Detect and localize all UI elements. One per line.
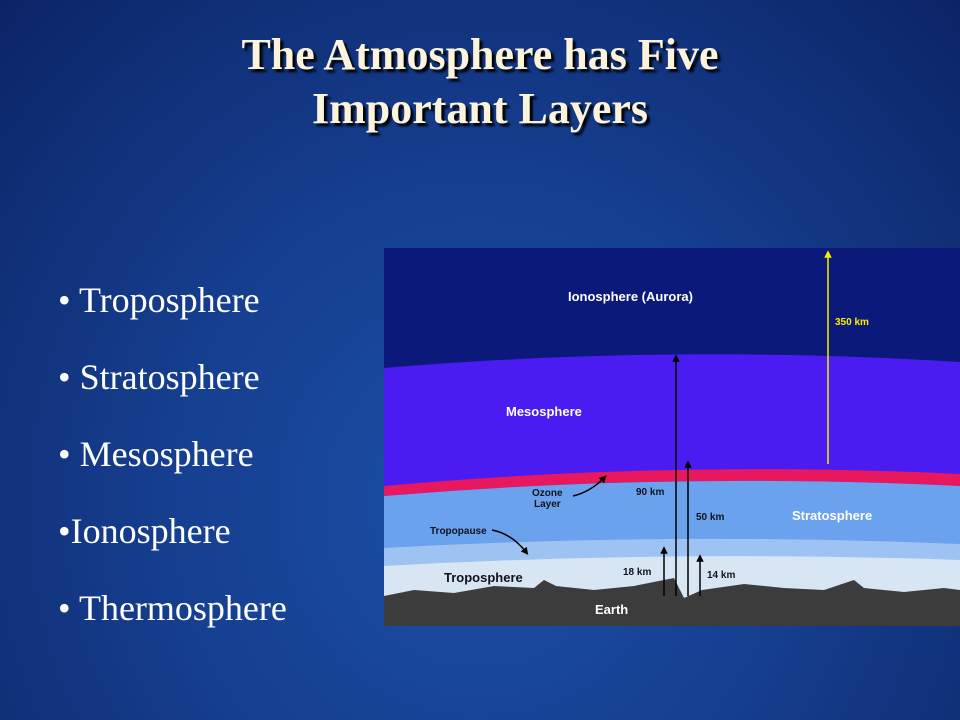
ionosphere-label: Ionosphere (Aurora) (568, 289, 693, 304)
tropopause-pointer (491, 529, 529, 555)
layer-bullet-list: • Troposphere • Stratosphere • Mesospher… (58, 262, 287, 647)
slide-title: The Atmosphere has Five Important Layers (0, 28, 960, 136)
stratosphere-label: Stratosphere (792, 508, 872, 523)
ozone-label-line1: Ozone (532, 488, 563, 499)
bullet-ionosphere: •Ionosphere (58, 511, 231, 551)
altitude-350km-label: 350 km (835, 317, 869, 328)
mesosphere-label: Mesosphere (506, 404, 582, 419)
altitude-18km-label: 18 km (623, 567, 651, 578)
bullet-troposphere: • Troposphere (58, 280, 260, 320)
ozone-label-line2: Layer (534, 499, 561, 510)
ozone-pointer (572, 475, 607, 497)
altitude-50km-label: 50 km (696, 512, 724, 523)
earth-surface (384, 578, 960, 626)
atmosphere-diagram: Ionosphere (Aurora) Mesosphere Stratosph… (384, 248, 960, 626)
bullet-mesosphere: • Mesosphere (58, 434, 254, 474)
ozone-layer-band (384, 469, 960, 496)
bullet-thermosphere: • Thermosphere (58, 588, 287, 628)
altitude-14km-label: 14 km (707, 570, 735, 581)
earth-label: Earth (595, 602, 628, 617)
troposphere-label: Troposphere (444, 570, 523, 585)
title-line-1: The Atmosphere has Five (241, 30, 719, 79)
altitude-90km-label: 90 km (636, 487, 664, 498)
bullet-stratosphere: • Stratosphere (58, 357, 260, 397)
title-line-2: Important Layers (311, 84, 649, 133)
tropopause-label: Tropopause (430, 526, 487, 537)
